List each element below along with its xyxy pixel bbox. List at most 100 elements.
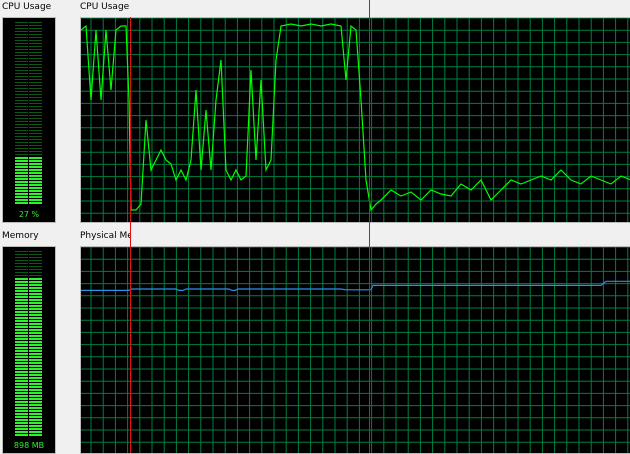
meter-bar — [15, 67, 28, 68]
meter-bar — [29, 91, 42, 92]
meter-bar — [15, 344, 28, 346]
meter-bar — [15, 82, 28, 83]
meter-bar — [15, 163, 28, 165]
meter-bar — [29, 428, 42, 430]
meter-bar — [15, 46, 28, 47]
meter-bar — [29, 284, 42, 286]
meter-bar — [29, 269, 42, 270]
meter-bar — [29, 404, 42, 406]
meter-bar — [29, 118, 42, 119]
meter-bar — [15, 55, 28, 56]
meter-bar — [15, 377, 28, 379]
meter-bar — [15, 305, 28, 307]
meter-bar — [29, 142, 42, 143]
meter-bar — [15, 323, 28, 325]
meter-bar — [29, 395, 42, 397]
meter-bar — [29, 422, 42, 424]
meter-bar — [15, 136, 28, 137]
meter-bar — [15, 296, 28, 298]
meter-bar — [29, 64, 42, 65]
meter-bar — [29, 389, 42, 391]
meter-bar — [15, 112, 28, 113]
meter-bar — [15, 272, 28, 273]
meter-bar — [15, 350, 28, 352]
meter-bar — [29, 88, 42, 89]
meter-bar — [29, 112, 42, 113]
meter-bar — [15, 202, 28, 204]
meter-bar — [15, 407, 28, 409]
meter-bar — [15, 359, 28, 361]
meter-bar — [29, 199, 42, 201]
meter-bar — [15, 22, 28, 23]
meter-bar — [15, 175, 28, 177]
meter-bar — [29, 196, 42, 198]
meter-bar — [15, 76, 28, 77]
meter-bar — [15, 329, 28, 331]
meter-bar — [15, 121, 28, 122]
meter-bar — [15, 389, 28, 391]
physical-memory-history-graph — [80, 246, 630, 454]
meter-bar — [29, 31, 42, 32]
meter-bar — [15, 275, 28, 276]
meter-bar — [29, 362, 42, 364]
meter-bar — [15, 341, 28, 343]
meter-bar — [15, 257, 28, 258]
meter-bar — [15, 314, 28, 316]
meter-bar — [29, 365, 42, 367]
meter-bar — [15, 181, 28, 183]
meter-bar — [15, 395, 28, 397]
meter-bar — [29, 326, 42, 328]
meter-bar — [15, 392, 28, 394]
meter-bar — [29, 416, 42, 418]
meter-bar — [15, 154, 28, 155]
memory-value: 898 MB — [13, 441, 45, 450]
meter-bar — [15, 94, 28, 95]
meter-bar — [15, 49, 28, 50]
meter-bar — [29, 43, 42, 44]
meter-bar — [15, 308, 28, 310]
meter-bar — [15, 419, 28, 421]
meter-bar — [29, 175, 42, 177]
meter-bar — [15, 335, 28, 337]
meter-bar — [15, 100, 28, 101]
usage-line — [81, 23, 630, 212]
meter-bar — [15, 302, 28, 304]
meter-bar — [15, 254, 28, 255]
meter-bar — [15, 145, 28, 146]
cpu-usage-label: CPU Usage — [2, 2, 52, 12]
meter-bar — [29, 251, 42, 252]
meter-bar — [15, 166, 28, 168]
meter-bar — [29, 157, 42, 159]
meter-bar — [29, 329, 42, 331]
meter-bar — [15, 148, 28, 149]
meter-bar — [15, 115, 28, 116]
meter-bar — [15, 172, 28, 174]
meter-bar — [29, 46, 42, 47]
meter-bar — [15, 251, 28, 252]
meter-bar — [15, 371, 28, 373]
meter-bar — [29, 323, 42, 325]
meter-bar — [29, 181, 42, 183]
meter-bar — [15, 434, 28, 436]
meter-bar — [15, 34, 28, 35]
meter-bar — [15, 28, 28, 29]
meter-bar — [29, 308, 42, 310]
meter-bar — [15, 365, 28, 367]
meter-bar — [15, 70, 28, 71]
meter-bar — [29, 419, 42, 421]
meter-bar — [29, 193, 42, 195]
meter-bar — [15, 380, 28, 382]
meter-bar — [29, 61, 42, 62]
memory-label: Memory — [2, 231, 39, 241]
meter-bar — [29, 431, 42, 433]
meter-bar — [29, 52, 42, 53]
meter-bar — [29, 401, 42, 403]
meter-bar — [15, 386, 28, 388]
meter-bar — [29, 278, 42, 280]
meter-bar — [15, 353, 28, 355]
meter-bar — [29, 413, 42, 415]
meter-bar — [29, 377, 42, 379]
meter-bar — [29, 380, 42, 382]
meter-bar — [15, 416, 28, 418]
meter-bar — [15, 91, 28, 92]
